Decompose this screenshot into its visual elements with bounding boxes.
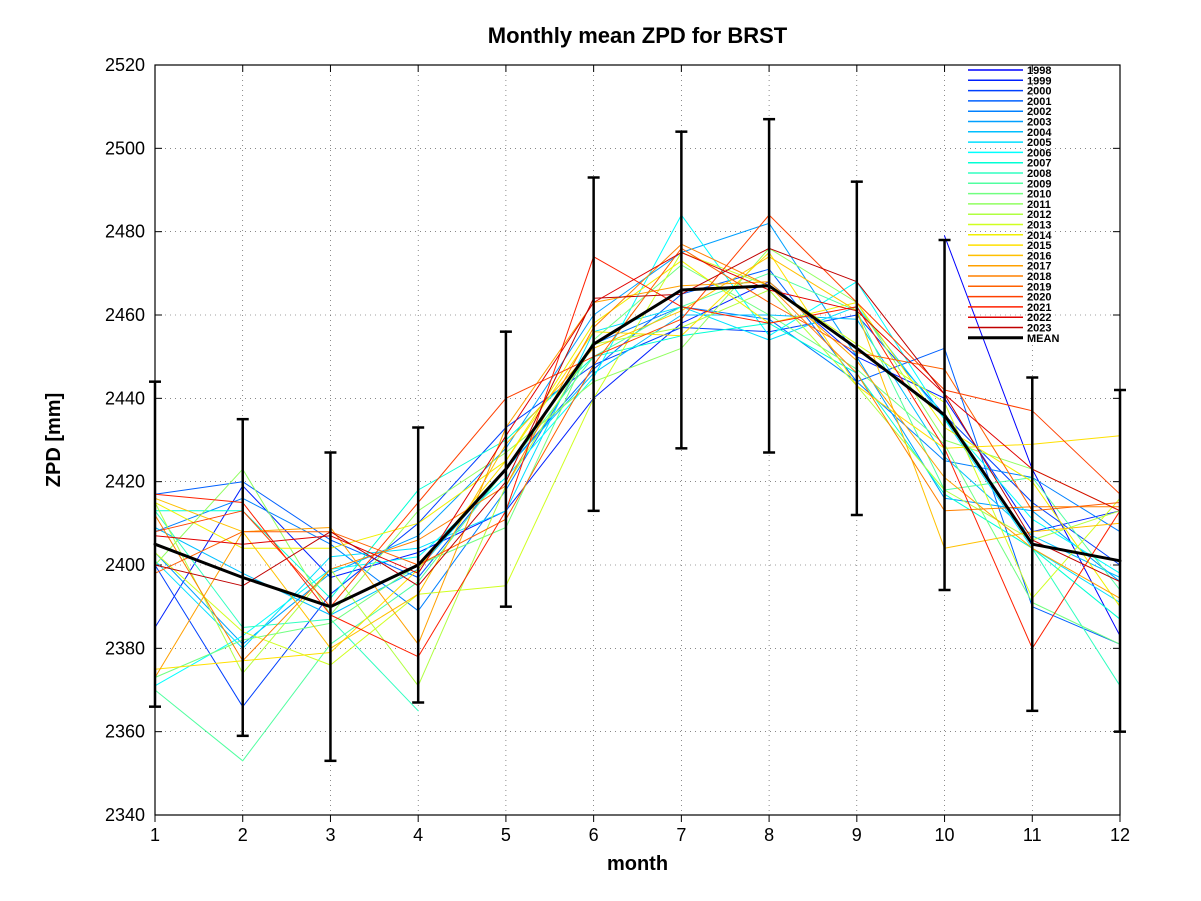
x-axis-label: month — [607, 853, 668, 875]
xtick-label: 12 — [1110, 825, 1130, 845]
ytick-label: 2420 — [105, 472, 145, 492]
y-axis-label: ZPD [mm] — [43, 393, 65, 487]
xtick-label: 2 — [238, 825, 248, 845]
xtick-label: 7 — [676, 825, 686, 845]
xtick-label: 8 — [764, 825, 774, 845]
ytick-label: 2460 — [105, 305, 145, 325]
ytick-label: 2340 — [105, 805, 145, 825]
xtick-label: 6 — [589, 825, 599, 845]
ytick-label: 2440 — [105, 388, 145, 408]
chart-container: 1234567891011122340236023802400242024402… — [0, 0, 1201, 901]
ytick-label: 2400 — [105, 555, 145, 575]
xtick-label: 1 — [150, 825, 160, 845]
ytick-label: 2380 — [105, 638, 145, 658]
xtick-label: 5 — [501, 825, 511, 845]
chart-title: Monthly mean ZPD for BRST — [488, 23, 788, 48]
xtick-label: 4 — [413, 825, 423, 845]
ytick-label: 2480 — [105, 222, 145, 242]
legend-label: MEAN — [1027, 333, 1059, 345]
xtick-label: 11 — [1023, 825, 1042, 845]
xtick-label: 10 — [935, 825, 955, 845]
ytick-label: 2520 — [105, 55, 145, 75]
ytick-label: 2360 — [105, 722, 145, 742]
ytick-label: 2500 — [105, 138, 145, 158]
xtick-label: 9 — [852, 825, 862, 845]
xtick-label: 3 — [325, 825, 335, 845]
zpd-chart: 1234567891011122340236023802400242024402… — [0, 0, 1201, 901]
